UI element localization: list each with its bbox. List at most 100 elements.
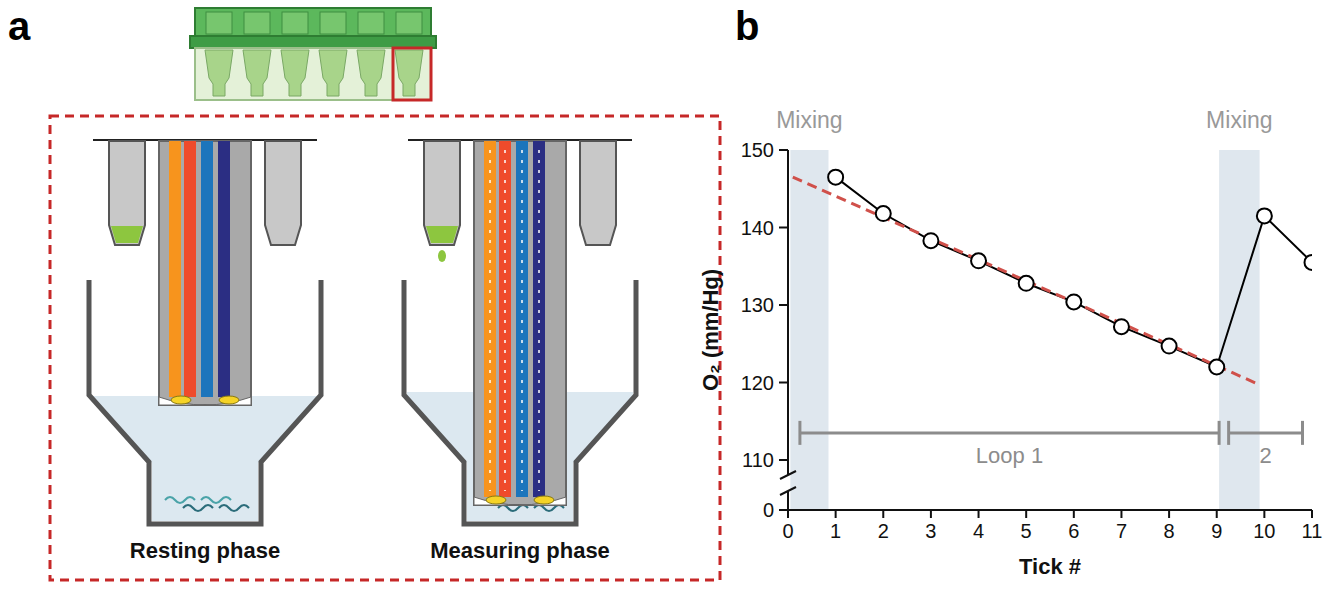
panel-letter: b <box>735 4 759 48</box>
plot-area <box>790 150 1312 510</box>
worm <box>165 497 195 503</box>
pipette-tip <box>580 141 616 245</box>
phase-label: Resting phase <box>130 538 280 563</box>
x-tick-label: 2 <box>878 520 889 542</box>
x-axis <box>788 509 1312 511</box>
zoom-box <box>50 116 720 580</box>
y-tick <box>779 382 788 384</box>
band-label: Mixing <box>1206 107 1272 133</box>
x-tick <box>1216 510 1218 518</box>
sensor <box>219 396 239 404</box>
chart: MixingMixing0110120130140150012345678910… <box>698 107 1322 579</box>
probe-tip <box>474 497 566 505</box>
x-tick <box>1311 510 1313 518</box>
y-tick-label: 110 <box>742 449 774 471</box>
x-tick-label: 6 <box>1068 520 1079 542</box>
y-tick-label: 140 <box>741 217 774 239</box>
flow <box>521 150 523 491</box>
flow <box>504 150 506 491</box>
point <box>1114 319 1129 334</box>
plate-rim <box>190 36 436 48</box>
point <box>1305 255 1313 270</box>
x-tick-label: 1 <box>830 520 841 542</box>
x-tick-label: 0 <box>782 520 793 542</box>
pipette-tip <box>265 141 301 245</box>
y-axis <box>787 491 789 510</box>
panel-letter: a <box>8 4 31 48</box>
pipette-tip <box>424 141 460 245</box>
point <box>1066 294 1081 309</box>
sensor <box>486 496 506 504</box>
medium <box>92 396 318 521</box>
fiber <box>499 141 511 497</box>
loop-bracket: 2 <box>1229 421 1303 468</box>
well: Resting phase <box>89 140 321 563</box>
loop-cap <box>1301 421 1304 445</box>
plate-well <box>205 50 233 96</box>
point <box>923 233 938 248</box>
y-tick <box>779 459 788 461</box>
worm <box>219 505 249 511</box>
loop-line <box>800 431 1219 434</box>
mixing-band <box>1219 150 1259 510</box>
probe <box>474 141 566 505</box>
point <box>1257 208 1272 223</box>
y-tick <box>779 227 788 229</box>
point <box>1019 276 1034 291</box>
x-tick <box>1168 510 1170 518</box>
compound <box>426 226 458 243</box>
worm <box>201 497 231 503</box>
loop-cap <box>1227 421 1230 445</box>
worm <box>183 505 213 511</box>
point <box>1162 339 1177 354</box>
x-tick-label: 4 <box>973 520 984 542</box>
point <box>828 170 843 185</box>
x-tick <box>930 510 932 518</box>
plate-cell <box>320 12 346 34</box>
y-tick-label: 150 <box>741 139 774 161</box>
pipette-tip <box>109 141 145 245</box>
plate-well <box>319 50 347 96</box>
loop-cap <box>798 421 801 445</box>
y-tick-label: 0 <box>763 499 774 521</box>
fiber <box>533 141 545 497</box>
y-axis <box>787 150 789 475</box>
loop-label: 2 <box>1259 443 1271 468</box>
plate-well <box>395 50 423 96</box>
point <box>971 253 986 268</box>
x-tick <box>978 510 980 518</box>
fiber <box>516 141 528 497</box>
band-label: Mixing <box>776 107 842 133</box>
loop-line <box>1229 431 1303 434</box>
diagram: Resting phase Measuring phase <box>50 8 720 580</box>
loop-bracket: Loop 1 <box>800 421 1219 468</box>
x-tick <box>787 510 789 518</box>
plate-well <box>281 50 309 96</box>
phase-label: Measuring phase <box>430 538 610 563</box>
x-tick-label: 7 <box>1116 520 1127 542</box>
x-tick-label: 9 <box>1211 520 1222 542</box>
x-tick <box>835 510 837 518</box>
fiber <box>201 141 213 397</box>
x-tick-label: 11 <box>1302 520 1323 542</box>
axis-break <box>780 471 796 479</box>
plate-well <box>243 50 271 96</box>
x-tick-label: 3 <box>925 520 936 542</box>
axis-break <box>780 487 796 495</box>
drop <box>438 250 446 262</box>
y-tick <box>779 509 788 511</box>
x-tick <box>1120 510 1122 518</box>
y-tick-label: 130 <box>741 294 774 316</box>
sensor <box>534 496 554 504</box>
x-tick-label: 10 <box>1253 520 1275 542</box>
y-tick <box>779 149 788 151</box>
x-tick-label: 5 <box>1021 520 1032 542</box>
sensor <box>171 396 191 404</box>
x-tick <box>1263 510 1265 518</box>
plate-cell <box>244 12 270 34</box>
plate-cell <box>282 12 308 34</box>
plate-cell <box>358 12 384 34</box>
flow <box>538 150 540 491</box>
probe <box>159 141 251 405</box>
flow <box>489 150 491 491</box>
